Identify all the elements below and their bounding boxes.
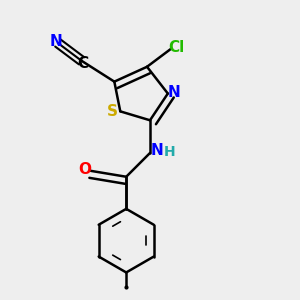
Text: H: H [164, 146, 175, 159]
Text: O: O [79, 162, 92, 177]
Text: C: C [78, 56, 89, 71]
Text: N: N [151, 142, 164, 158]
Text: Cl: Cl [169, 40, 185, 55]
Text: N: N [168, 85, 181, 100]
Text: N: N [50, 34, 63, 49]
Text: S: S [106, 104, 118, 119]
